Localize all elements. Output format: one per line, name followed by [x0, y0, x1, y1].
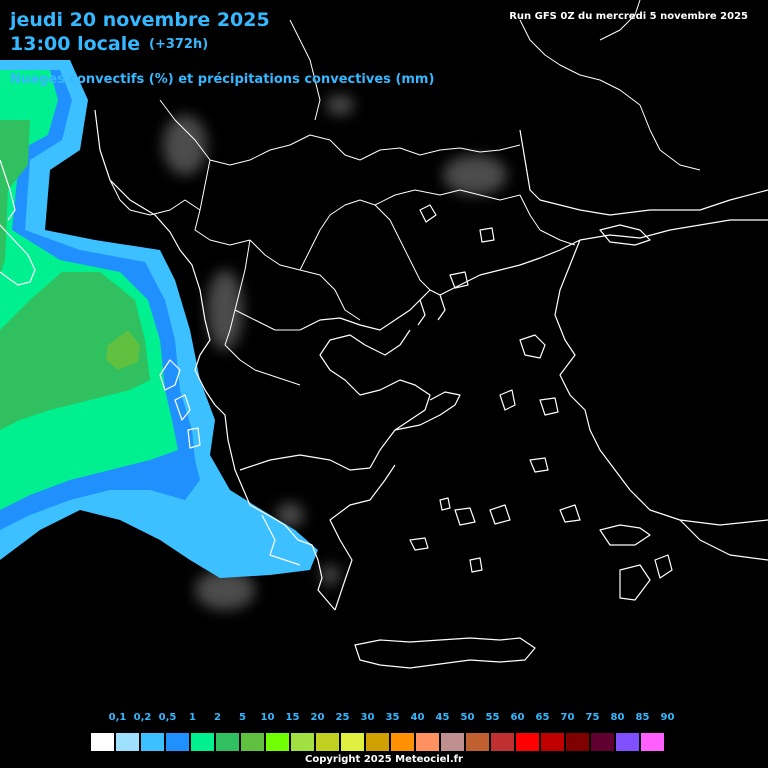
forecast-date: jeudi 20 novembre 2025	[10, 9, 270, 31]
legend-label: 50	[460, 712, 475, 723]
legend-label: 0,2	[133, 712, 152, 723]
copyright: Copyright 2025 Meteociel.fr	[305, 754, 463, 765]
precipitation-field	[0, 60, 318, 578]
legend-swatch	[440, 732, 465, 752]
legend-label: 90	[660, 712, 675, 723]
legend-label: 0,5	[158, 712, 177, 723]
legend-swatch	[115, 732, 140, 752]
legend-label: 55	[485, 712, 500, 723]
forecast-lead-time: (+372h)	[149, 37, 209, 52]
coastlines	[0, 109, 768, 669]
legend-label: 15	[285, 712, 300, 723]
legend-label: 20	[310, 712, 325, 723]
country-borders	[109, 0, 701, 386]
legend-label: 2	[214, 712, 221, 723]
legend-label: 10	[260, 712, 275, 723]
legend-swatch	[490, 732, 515, 752]
legend-swatch	[540, 732, 565, 752]
legend-swatch	[90, 732, 115, 752]
legend-swatch	[640, 732, 665, 752]
forecast-hour: 13:00 locale	[10, 33, 141, 55]
map-subtitle: Nuages convectifs (%) et précipitations …	[10, 72, 435, 87]
legend-label: 85	[635, 712, 650, 723]
legend-swatch	[415, 732, 440, 752]
legend-swatch	[565, 732, 590, 752]
legend-swatch	[290, 732, 315, 752]
legend-label: 45	[435, 712, 450, 723]
legend-swatch	[465, 732, 490, 752]
legend-label: 70	[560, 712, 575, 723]
legend-swatch	[365, 732, 390, 752]
legend-swatch	[215, 732, 240, 752]
legend-swatch	[265, 732, 290, 752]
legend-label: 5	[239, 712, 246, 723]
legend-swatch	[340, 732, 365, 752]
legend-label: 25	[335, 712, 350, 723]
legend-swatch	[590, 732, 615, 752]
precip-level-10	[106, 330, 140, 370]
cloud-cover-patches	[163, 95, 507, 610]
legend-swatch	[190, 732, 215, 752]
legend-swatch	[140, 732, 165, 752]
legend-label: 65	[535, 712, 550, 723]
legend-label: 30	[360, 712, 375, 723]
legend-label: 40	[410, 712, 425, 723]
legend-swatch	[515, 732, 540, 752]
legend-swatch	[165, 732, 190, 752]
legend-label: 60	[510, 712, 525, 723]
precip-level-5b	[0, 272, 150, 430]
legend-label: 35	[385, 712, 400, 723]
precip-level-5	[0, 120, 30, 275]
legend-swatch	[315, 732, 340, 752]
legend-label: 75	[585, 712, 600, 723]
legend-swatch	[240, 732, 265, 752]
legend-swatch	[390, 732, 415, 752]
model-run-label: Run GFS 0Z du mercredi 5 novembre 2025	[509, 11, 748, 22]
legend-label: 1	[189, 712, 196, 723]
color-legend: 0,1 0,2 0,5 1 2 5 10 15 20 25 30 35 40 45 50 55 60 65 70 75…	[90, 712, 674, 752]
legend-swatch	[615, 732, 640, 752]
legend-label: 80	[610, 712, 625, 723]
legend-label: 0,1	[108, 712, 127, 723]
